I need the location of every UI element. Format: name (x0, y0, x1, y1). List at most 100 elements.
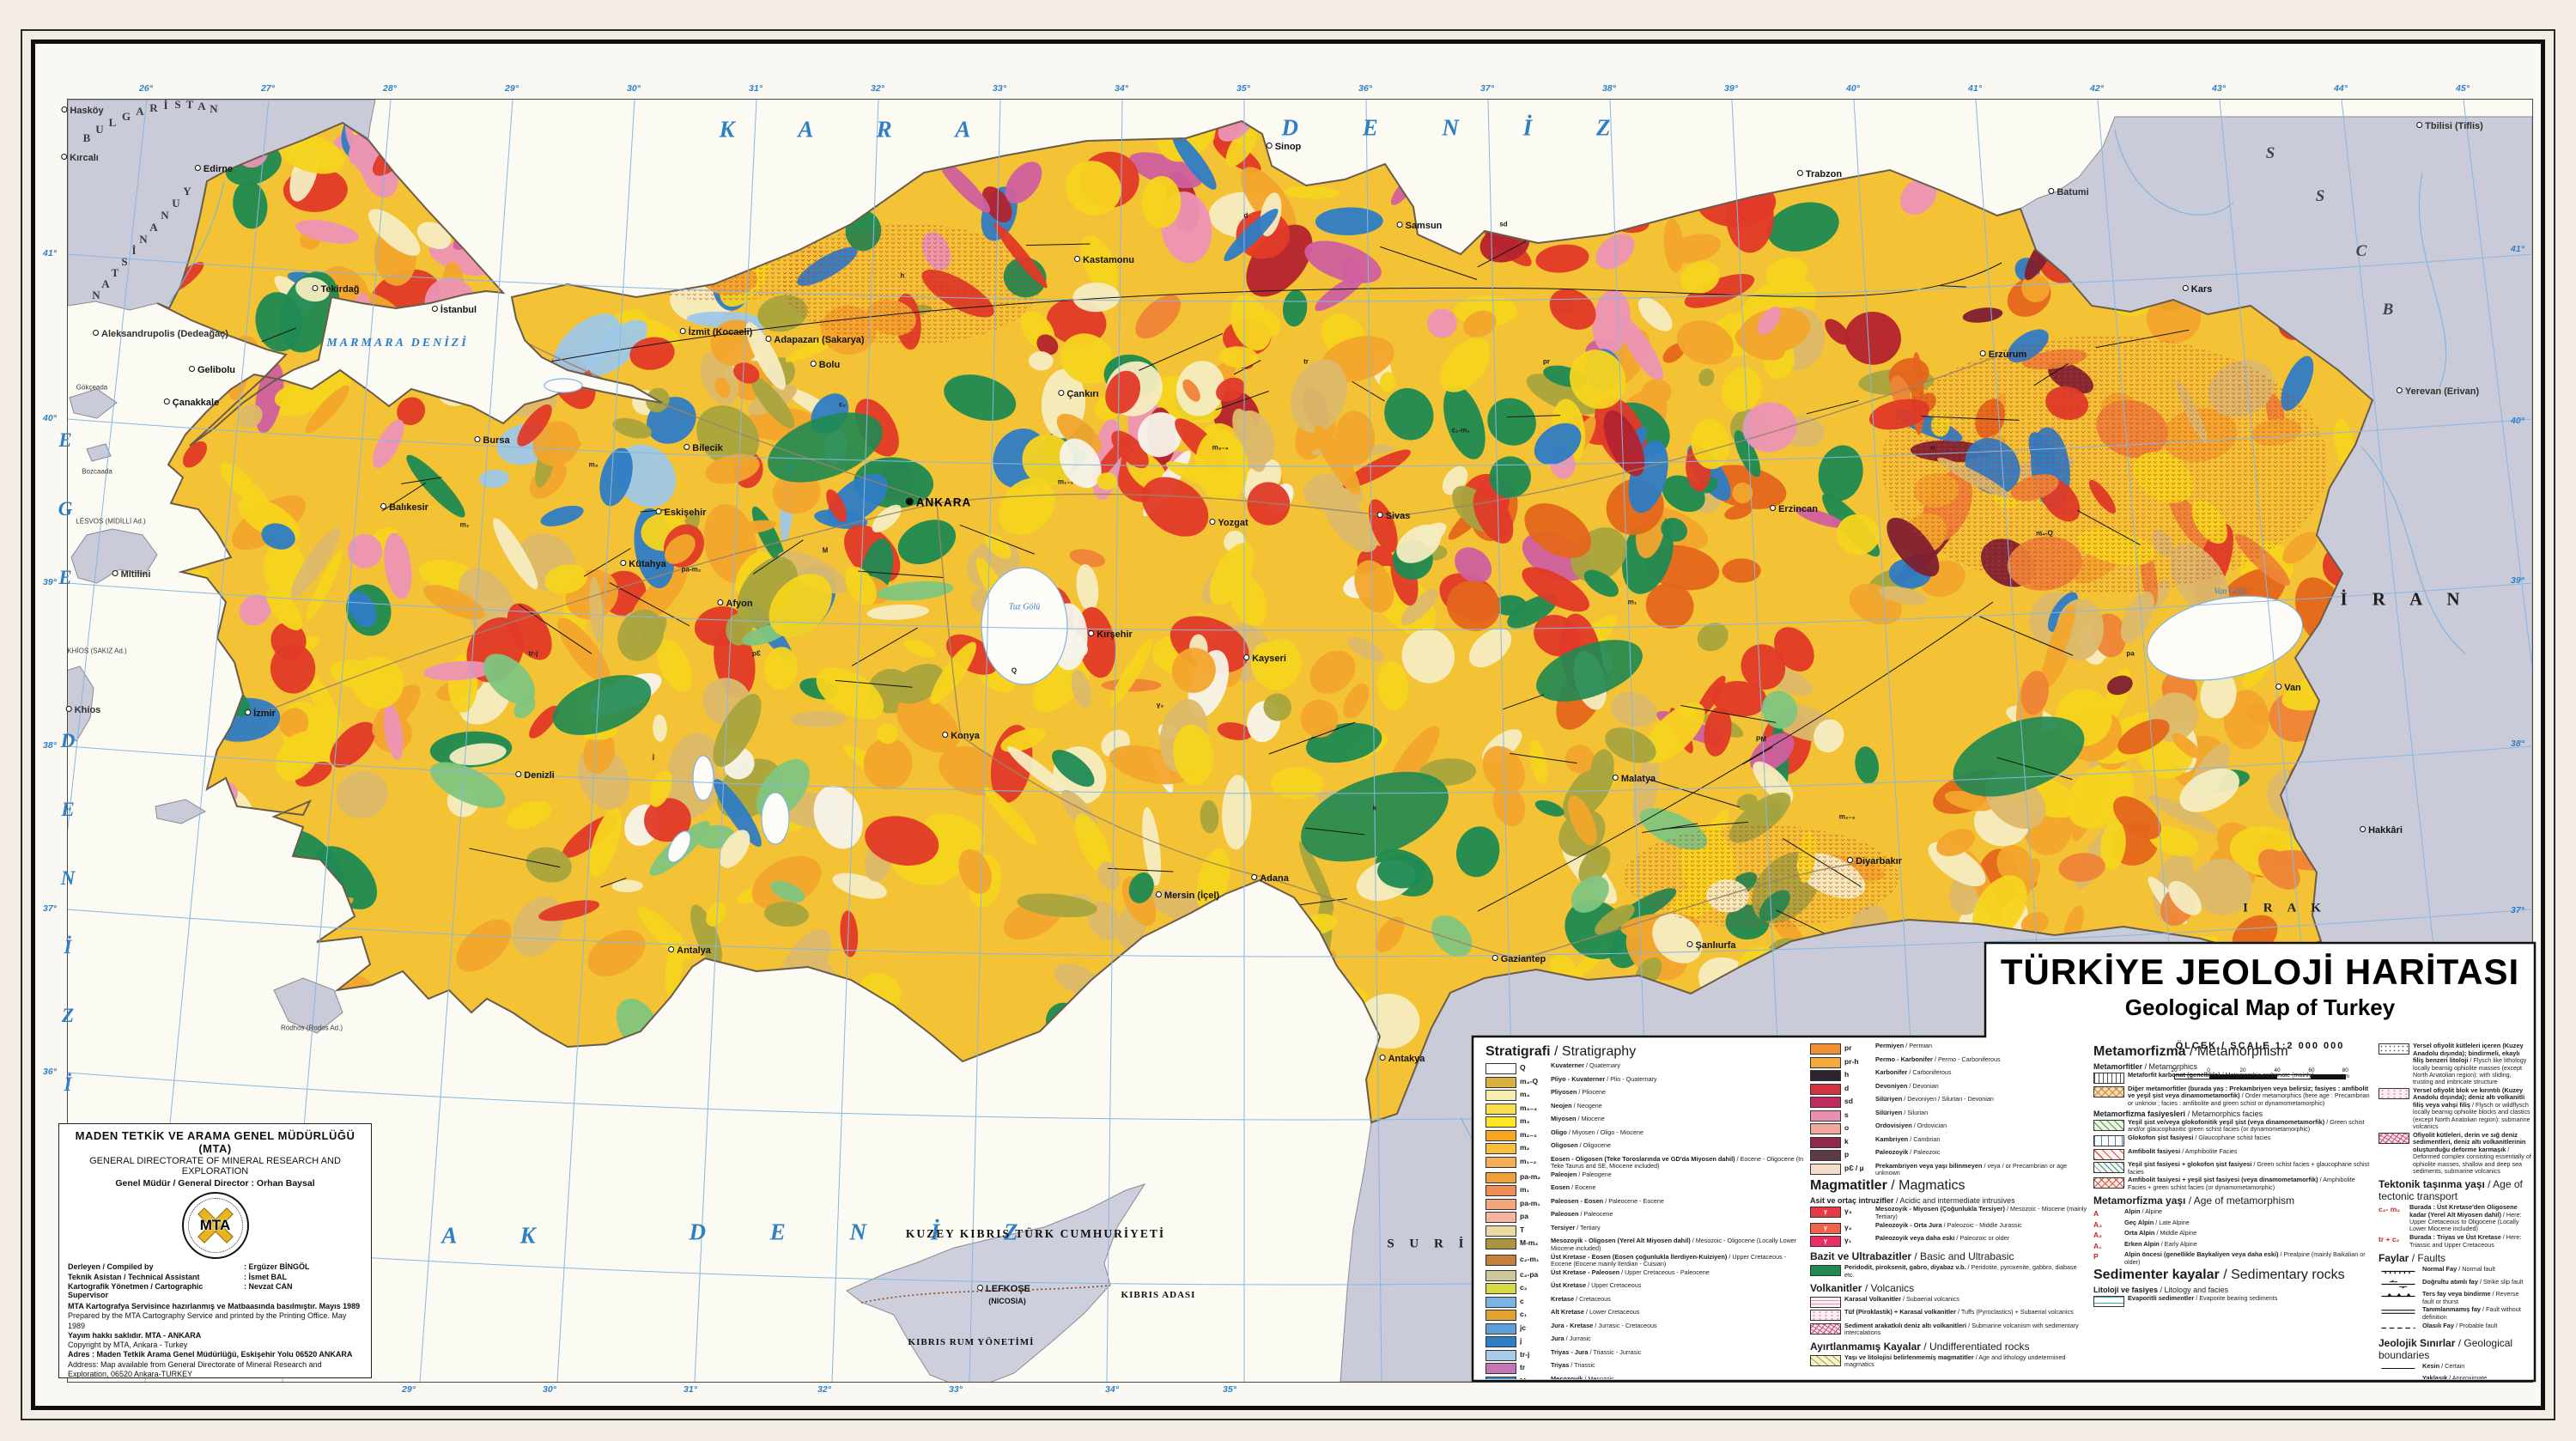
legend-item: jc Jura - Kretase / Jurrasic - Cretaceous (1485, 1322, 1805, 1335)
legend-item: Diğer metamorfitler (burada yaş : Prekam… (2093, 1085, 2373, 1107)
legend-item: tr Triyas / Triassic (1485, 1362, 1805, 1375)
legend-item: Normal Fay / Normal fault (2379, 1265, 2531, 1277)
legend-item-text: Erken Alpin / Early Alpine (2124, 1239, 2197, 1248)
legend-item: A Alpin / Alpine (2093, 1207, 2373, 1218)
legend-item: Evaporitli sedimentler / Evaporite beari… (2093, 1294, 2373, 1307)
legend-item-text: Karasal Volkanitler / Subaerial volcanic… (1844, 1294, 1959, 1303)
legend-section-header: Faylar / Faults (2379, 1252, 2446, 1265)
legend-swatch (2379, 1132, 2409, 1144)
legend-swatch (1485, 1283, 1516, 1295)
credits-row-label: Derleyen / Compiled by (68, 1262, 154, 1271)
legend-code: d (1844, 1083, 1850, 1092)
legend-item-text: Tüf (Piroklastik) + Karasal volkanitler … (1844, 1308, 2074, 1316)
legend-item-text: Alpin öncesi (genellikle Baykaliyen veya… (2124, 1250, 2366, 1266)
legend-item: Q Kuvaterner / Quaternary (1485, 1061, 1805, 1074)
legend-item: c₂-pa Üst Kretase - Paleosen / Upper Cret… (1485, 1268, 1805, 1281)
graticule-degree-label: 34° (1105, 1384, 1119, 1395)
graticule-degree-label: 39° (1724, 83, 1738, 94)
legend-code: tr (1520, 1363, 1526, 1372)
credits-note: Copyright by MTA, Ankara - Turkey (68, 1341, 188, 1349)
legend-section-header: Metamorfizma fasiyesleri / Metamorphics … (2093, 1109, 2263, 1118)
legend-item-text: Amfibolit fasiyesi + yeşil şist fasiyesi… (2128, 1176, 2355, 1191)
graticule-degree-label: 32° (871, 83, 884, 94)
legend-code: pa-m₁ (1520, 1198, 1540, 1207)
legend-item: Kesin / Certain (2379, 1362, 2531, 1374)
credits-org-english: GENERAL DIRECTORATE OF MINERAL RESEARCH … (89, 1156, 341, 1177)
legend-item-text: Eosen / Eocene (1551, 1183, 1596, 1192)
credits-row: Teknik Asistan / Technical Assistant: İs… (68, 1273, 362, 1281)
graticule-degree-label: 41° (2511, 244, 2524, 254)
graticule-degree-label: 37° (43, 903, 57, 914)
legend-item: sd Silüriyen / Devoniyen / Silurian - Dev… (1810, 1095, 2088, 1108)
legend-item: M-m₂ Mesozoyik - Oligosen (Yerel Alt Miyo… (1485, 1237, 1805, 1252)
legend-code: c (1520, 1296, 1524, 1305)
legend-code: T (1520, 1225, 1525, 1234)
legend-code: j (1520, 1336, 1522, 1346)
legend-item-text: Ordovisiyen / Ordovician (1875, 1122, 1947, 1129)
legend-swatch (2379, 1043, 2409, 1055)
legend-item-text: Alt Kretase / Lower Cretaceous (1551, 1308, 1640, 1316)
legend-code: γ₂ (1844, 1222, 1852, 1231)
legend-swatch (1485, 1156, 1516, 1168)
legend-swatch (1810, 1110, 1841, 1122)
legend-item-text: Silüriyen / Silurian (1875, 1108, 1929, 1116)
legend-item-text: Üst Kretase - Eosen (Eosen çoğunlukla İl… (1551, 1252, 1787, 1268)
graticule-degree-label: 39° (2511, 575, 2524, 586)
legend-item-text: Burada : Triyas ve Üst Kretase / Here: T… (2409, 1233, 2522, 1249)
legend-swatch (1485, 1103, 1516, 1115)
legend-swatch (1485, 1349, 1516, 1361)
legend-item: m₃₋₄ Neojen / Neogene (1485, 1102, 1805, 1115)
legend-code: m₁ (1520, 1185, 1530, 1195)
legend-symbol-reverse-icon (2379, 1291, 2418, 1302)
legend-swatch (1485, 1376, 1516, 1379)
legend-code: pa (1520, 1212, 1528, 1221)
legend-swatch (1810, 1123, 1841, 1134)
legend-item: MMesozoyik / Mesozoic (1485, 1374, 1805, 1379)
legend-swatch (2093, 1135, 2124, 1147)
legend-item-text: Normal Fay / Normal fault (2422, 1265, 2496, 1274)
legend-code: γ₃ (1844, 1207, 1852, 1216)
legend-swatch (2093, 1119, 2124, 1131)
graticule-degree-label: 30° (627, 83, 641, 94)
legend-swatch (2093, 1162, 2124, 1174)
graticule-degree-label: 33° (949, 1384, 963, 1395)
legend-section-header: Sedimenter kayalar / Sedimentary rocks (2093, 1268, 2345, 1282)
legend-item-text: Silüriyen / Devoniyen / Silurian - Devon… (1875, 1095, 1994, 1103)
credits-box: MADEN TETKİK VE ARAMA GENEL MÜDÜRLÜĞÜ (M… (58, 1123, 372, 1378)
legend-item-text: Jura - Kretase / Jurrasic - Cretaceous (1551, 1321, 1657, 1329)
graticule-degree-label: 40° (43, 413, 57, 423)
legend-item: m₄-Q Pliyo - Kuvaterner / Plio - Quaterna… (1485, 1075, 1805, 1088)
legend-item-text: Pliyosen / Pliocene (1551, 1088, 1606, 1096)
legend-item-text: Mesozoyik / Mesozoic (1551, 1374, 1614, 1379)
legend-swatch (1485, 1254, 1516, 1266)
legend-code: Q (1520, 1063, 1526, 1072)
legend-item-text: Prekambriyen veya yaşı bilinmeyen / veya… (1875, 1161, 2068, 1177)
legend-item-text: Üst Kretase / Upper Cretaceous (1551, 1281, 1642, 1290)
legend-swatch (1485, 1129, 1516, 1141)
legend-swatch (1810, 1056, 1841, 1068)
legend-swatch (1485, 1076, 1516, 1088)
legend-section-header: Ayırtlanmamış Kayalar / Undifferentiated… (1810, 1340, 2030, 1353)
legend-item-text: Paleosen - Eosen / Paleocene - Eocene (1551, 1196, 1664, 1205)
graticule-degree-label: 39° (43, 577, 57, 587)
mta-logo-ring (187, 1198, 243, 1253)
legend-swatch (1485, 1198, 1516, 1210)
legend-symbol-certain-icon (2379, 1363, 2418, 1374)
legend-item: Peridodit, piroksenit, gabro, diyabaz v.… (1810, 1263, 2088, 1279)
legend-code: P (2093, 1252, 2099, 1262)
legend-code: m₃ (1520, 1116, 1530, 1125)
credits-row-value: : Nevzat CAN (244, 1282, 293, 1291)
legend-item-text: Tanımlanmamış fay / Fault without defini… (2422, 1305, 2521, 1321)
graticule-degree-label: 40° (2511, 416, 2524, 426)
legend-section-header: Metamorfizma yaşı / Age of metamorphism (2093, 1195, 2295, 1207)
legend-item: Glokofon şist fasiyesi / Glaucophane sch… (2093, 1134, 2373, 1147)
legend-item-text: Yaklaşık / Approximate (2422, 1374, 2488, 1379)
legend-item-text: Yaşı ve litolojisi belirlenmemiş magmati… (1844, 1353, 2066, 1369)
credits-row: Kartografik Yönetmen / Cartographic Supe… (68, 1282, 362, 1299)
graticule-degree-label: 38° (1602, 83, 1616, 94)
legend-code: M (1520, 1376, 1551, 1379)
legend-item-text: Paleozoyik veya daha eski / Paleozoic or… (1875, 1234, 2009, 1243)
legend-item: Yeşil şist ve/veya glokofonitik yeşil şi… (2093, 1118, 2373, 1134)
legend-item: d Devoniyen / Devonian (1810, 1082, 2088, 1095)
legend-item-text: Miyosen / Miocene (1551, 1115, 1605, 1122)
